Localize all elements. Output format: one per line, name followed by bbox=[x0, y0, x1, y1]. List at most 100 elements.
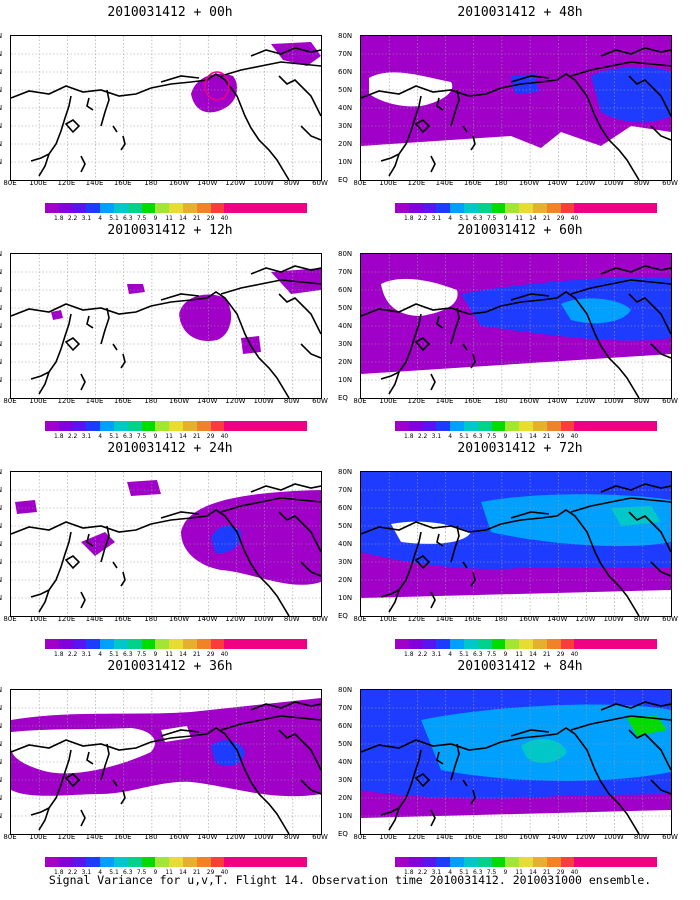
coastline bbox=[160, 75, 200, 83]
coastline bbox=[112, 343, 118, 351]
map-panel: 2010031412 + 48h 80N 70N 60N 50N 40N 30N 20N 10N… bbox=[338, 5, 690, 222]
colorbar-label: 7.5 bbox=[136, 869, 147, 876]
coastline bbox=[86, 533, 94, 547]
variance-contour bbox=[361, 354, 671, 398]
longitude-label: 60W bbox=[662, 833, 678, 841]
colorbar-swatch bbox=[408, 857, 423, 867]
colorbar-swatch bbox=[560, 203, 575, 213]
colorbar-label: 3.1 bbox=[81, 433, 92, 440]
longitude-label: 160W bbox=[518, 833, 540, 841]
colorbar-swatch bbox=[86, 421, 101, 431]
colorbar-swatch bbox=[532, 421, 547, 431]
colorbar-swatch bbox=[45, 639, 59, 649]
colorbar-swatch bbox=[113, 203, 128, 213]
longitude-label: 160W bbox=[168, 615, 190, 623]
coastline bbox=[100, 743, 110, 781]
map-panel: 2010031412 + 36h 80N 70N 60N 50N 40N 30N 20N 10N… bbox=[0, 659, 340, 876]
map-frame bbox=[10, 689, 322, 835]
coastline bbox=[278, 75, 321, 117]
coastline bbox=[500, 515, 558, 525]
coastline bbox=[388, 371, 400, 395]
latitude-label: 80N bbox=[338, 468, 353, 476]
panel-title: 2010031412 + 36h bbox=[107, 659, 233, 674]
colorbar-swatch bbox=[72, 203, 87, 213]
coastline bbox=[462, 125, 468, 133]
colorbar-label: 14 bbox=[179, 215, 187, 222]
colorbar-swatch bbox=[224, 639, 239, 649]
coastline bbox=[150, 515, 208, 525]
colorbar-swatch bbox=[615, 421, 630, 431]
longitude-label: 120W bbox=[225, 179, 246, 187]
colorbar-swatch bbox=[643, 639, 658, 649]
colorbar-swatch bbox=[601, 639, 616, 649]
longitude-label: 100E bbox=[29, 179, 48, 187]
longitude-label: 80W bbox=[633, 397, 650, 405]
latitude-label: 20N bbox=[0, 358, 4, 366]
colorbar-swatch bbox=[127, 203, 142, 213]
variance-contour bbox=[127, 284, 145, 294]
colorbar-swatch bbox=[141, 857, 156, 867]
coastline bbox=[600, 265, 671, 275]
colorbar-label: 4 bbox=[98, 869, 103, 876]
longitude-label: 80W bbox=[633, 179, 650, 187]
latitude-label: EQ bbox=[338, 830, 348, 838]
panel-title: 2010031412 + 00h bbox=[107, 5, 233, 20]
colorbar-swatch bbox=[196, 857, 211, 867]
coastline bbox=[380, 95, 422, 162]
coastline bbox=[650, 779, 671, 795]
colorbar-swatch bbox=[238, 203, 252, 213]
latitude-label: 20N bbox=[0, 576, 4, 584]
longitude-label: 180 bbox=[144, 179, 158, 187]
coastline bbox=[450, 525, 460, 563]
longitude-label: 120W bbox=[575, 615, 596, 623]
coastline bbox=[160, 729, 200, 737]
longitude-label: 140W bbox=[197, 397, 218, 405]
longitude-label: 120E bbox=[407, 179, 426, 187]
colorbar-swatch bbox=[127, 421, 142, 431]
colorbar-swatch bbox=[279, 639, 294, 649]
colorbar-swatch bbox=[45, 203, 59, 213]
latitude-label: 40N bbox=[0, 322, 4, 330]
colorbar-label: 6.3 bbox=[473, 433, 483, 440]
variance-contour bbox=[127, 480, 161, 496]
colorbar-swatch bbox=[436, 203, 451, 213]
latitude-label: 60N bbox=[338, 68, 353, 76]
coastline bbox=[436, 315, 444, 329]
colorbar-label: 5.1 bbox=[109, 651, 119, 658]
longitude-label: 120W bbox=[575, 179, 596, 187]
variance-contour bbox=[81, 532, 115, 556]
colorbar bbox=[45, 639, 308, 649]
coastline bbox=[436, 751, 444, 765]
colorbar-label: 11 bbox=[165, 651, 173, 658]
colorbar-swatch bbox=[463, 421, 478, 431]
colorbar-swatch bbox=[422, 203, 437, 213]
longitude-label: 140W bbox=[197, 833, 218, 841]
longitude-label: 100W bbox=[253, 615, 274, 623]
colorbar-label: 7.5 bbox=[136, 651, 147, 658]
longitude-label: 100E bbox=[29, 833, 48, 841]
longitude-label: 60W bbox=[662, 615, 678, 623]
colorbar bbox=[395, 639, 658, 649]
colorbar-swatch bbox=[210, 857, 225, 867]
variance-contour bbox=[179, 294, 232, 341]
colorbar-swatch bbox=[505, 639, 520, 649]
variance-contour bbox=[481, 494, 671, 547]
coastline bbox=[436, 533, 444, 547]
colorbar-swatch bbox=[86, 639, 101, 649]
coastline bbox=[160, 511, 200, 519]
latitude-label: 80N bbox=[0, 250, 4, 258]
longitude-label: 100W bbox=[603, 179, 624, 187]
coastline bbox=[11, 303, 152, 317]
longitude-label: 80E bbox=[353, 397, 367, 405]
map-panel: 2010031412 + 72h 80N 70N 60N 50N 40N 30N 20N 10N… bbox=[338, 441, 690, 658]
colorbar-swatch bbox=[155, 639, 170, 649]
colorbar-swatch bbox=[169, 639, 183, 649]
colorbar-swatch bbox=[127, 639, 142, 649]
colorbar-label: 40 bbox=[570, 215, 579, 222]
figure-caption: Signal Variance for u,v,T. Flight 14. Ob… bbox=[48, 873, 652, 887]
variance-contour bbox=[15, 500, 37, 514]
longitude-label: 160W bbox=[518, 615, 540, 623]
colorbar-swatch bbox=[477, 857, 492, 867]
colorbar-label: 9 bbox=[503, 433, 508, 440]
longitude-label: 100W bbox=[253, 179, 274, 187]
